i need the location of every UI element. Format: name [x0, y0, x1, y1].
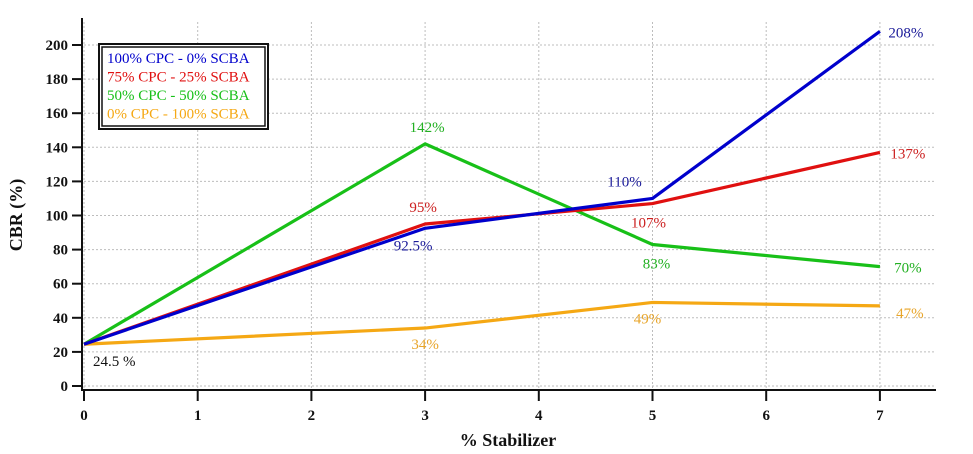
- series-line: [83, 30, 881, 346]
- data-label: 107%: [631, 216, 666, 232]
- legend-item: 100% CPC - 0% SCBA: [107, 51, 250, 67]
- series-line: [83, 300, 880, 346]
- data-label: 110%: [607, 174, 641, 190]
- y-tick-label: 40: [53, 311, 68, 327]
- y-tick-label: 0: [61, 379, 69, 395]
- y-tick-label: 80: [53, 243, 68, 259]
- y-tick-label: 60: [53, 277, 68, 293]
- data-label: 208%: [888, 25, 923, 41]
- x-tick-label: 2: [308, 408, 316, 424]
- x-tick-label: 5: [649, 408, 657, 424]
- x-tick-label: 0: [80, 408, 88, 424]
- legend-inner-border: [101, 46, 266, 127]
- x-tick-label: 4: [535, 408, 543, 424]
- y-tick-label: 160: [46, 106, 69, 122]
- data-label: 95%: [409, 200, 437, 216]
- legend-item: 0% CPC - 100% SCBA: [107, 107, 250, 123]
- data-label: 49%: [634, 311, 662, 327]
- y-tick-label: 140: [46, 140, 69, 156]
- data-label: 137%: [890, 146, 925, 162]
- data-label: 47%: [896, 306, 924, 322]
- y-tick-label: 120: [46, 174, 69, 190]
- x-axis-title: % Stabilizer: [460, 430, 557, 450]
- y-axis-title: CBR (%): [6, 179, 27, 252]
- x-tick-label: 6: [762, 408, 770, 424]
- data-labels: 92.5% 110% 208% 95% 107% 137% 142% 83% 70% 34% 49%…: [93, 25, 925, 370]
- x-tick-label: 3: [421, 408, 429, 424]
- data-label: 70%: [894, 261, 922, 277]
- data-label: 142%: [410, 120, 445, 136]
- data-series: [83, 30, 881, 346]
- legend-item: 50% CPC - 50% SCBA: [107, 88, 250, 104]
- series-line: [83, 142, 881, 346]
- data-label: 34%: [411, 337, 439, 353]
- legend: 100% CPC - 0% SCBA 75% CPC - 25% SCBA 50% …: [98, 43, 269, 130]
- x-tick-label: 1: [194, 408, 202, 424]
- data-label: 83%: [643, 256, 671, 272]
- y-tick-label: 180: [46, 72, 69, 88]
- data-label: 92.5%: [394, 238, 433, 254]
- start-value-annotation: 24.5 %: [93, 354, 136, 370]
- legend-item: 75% CPC - 25% SCBA: [107, 70, 250, 86]
- y-tick-label: 100: [46, 209, 69, 225]
- legend-outer-border: [98, 43, 269, 130]
- y-tick-label: 20: [53, 345, 68, 361]
- x-tick-label: 7: [876, 408, 884, 424]
- axes: 0 20 40 60 80 100 120 140 160 180 200 0 1 2 3 4 5 6 7: [46, 18, 936, 424]
- y-tick-label: 200: [46, 38, 69, 54]
